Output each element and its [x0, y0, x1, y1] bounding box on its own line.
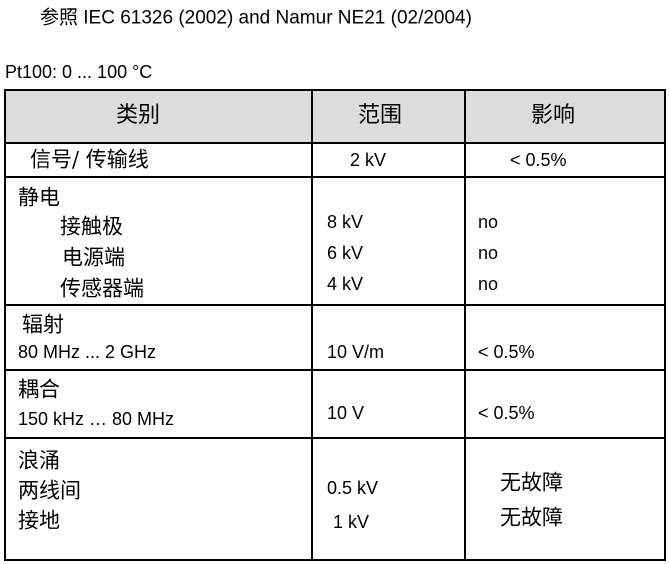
cell-text: 传感器端 [60, 276, 144, 301]
cell-text: 8 kV [327, 212, 364, 232]
cell-text: 电源端 [62, 245, 125, 270]
cell-text: no [478, 274, 499, 294]
cell-text: no [478, 212, 499, 232]
table-border [5, 369, 666, 371]
column-header: 类别 [115, 103, 161, 128]
cell-text: 80 MHz ... 2 GHz [18, 342, 157, 362]
doc-title: 参照 IEC 61326 (2002) and Namur NE21 (02/2… [40, 7, 472, 29]
table-border [664, 89, 666, 561]
cell-text: 0.5 kV [327, 478, 379, 498]
cell-text: < 0.5% [478, 403, 535, 423]
table-border [311, 89, 313, 561]
cell-text: 无故障 [500, 505, 563, 530]
cell-text: 耦合 [18, 377, 60, 402]
cell-text: 无故障 [500, 470, 563, 495]
cell-text: 信号/ 传输线 [30, 147, 149, 172]
cell-text: 辐射 [22, 312, 64, 337]
cell-text: 10 V [327, 403, 365, 423]
doc-subtitle: Pt100: 0 ... 100 °C [5, 62, 153, 82]
table-border [5, 437, 666, 439]
header-background [5, 90, 665, 143]
table-border [5, 142, 666, 144]
cell-text: 1 kV [333, 512, 370, 532]
cell-text: 4 kV [327, 274, 364, 294]
table-border [4, 89, 6, 561]
cell-text: 接触极 [60, 214, 123, 239]
cell-text: 浪涌 [18, 448, 60, 473]
table-border [5, 559, 666, 561]
cell-text: 2 kV [350, 150, 387, 170]
cell-text: 两线间 [18, 478, 81, 503]
cell-text: < 0.5% [478, 342, 535, 362]
cell-text: < 0.5% [510, 150, 567, 170]
column-header: 范围 [357, 103, 403, 128]
cell-text: 10 V/m [327, 342, 385, 362]
cell-text: 静电 [18, 185, 60, 210]
column-header: 影响 [530, 103, 576, 128]
cell-text: 150 kHz … 80 MHz [18, 409, 175, 429]
table-border [5, 89, 666, 91]
table-border [5, 304, 666, 306]
cell-text: 6 kV [327, 243, 364, 263]
table-border [464, 89, 466, 561]
table-border [5, 176, 666, 178]
cell-text: 接地 [18, 508, 60, 533]
cell-text: no [478, 243, 499, 263]
